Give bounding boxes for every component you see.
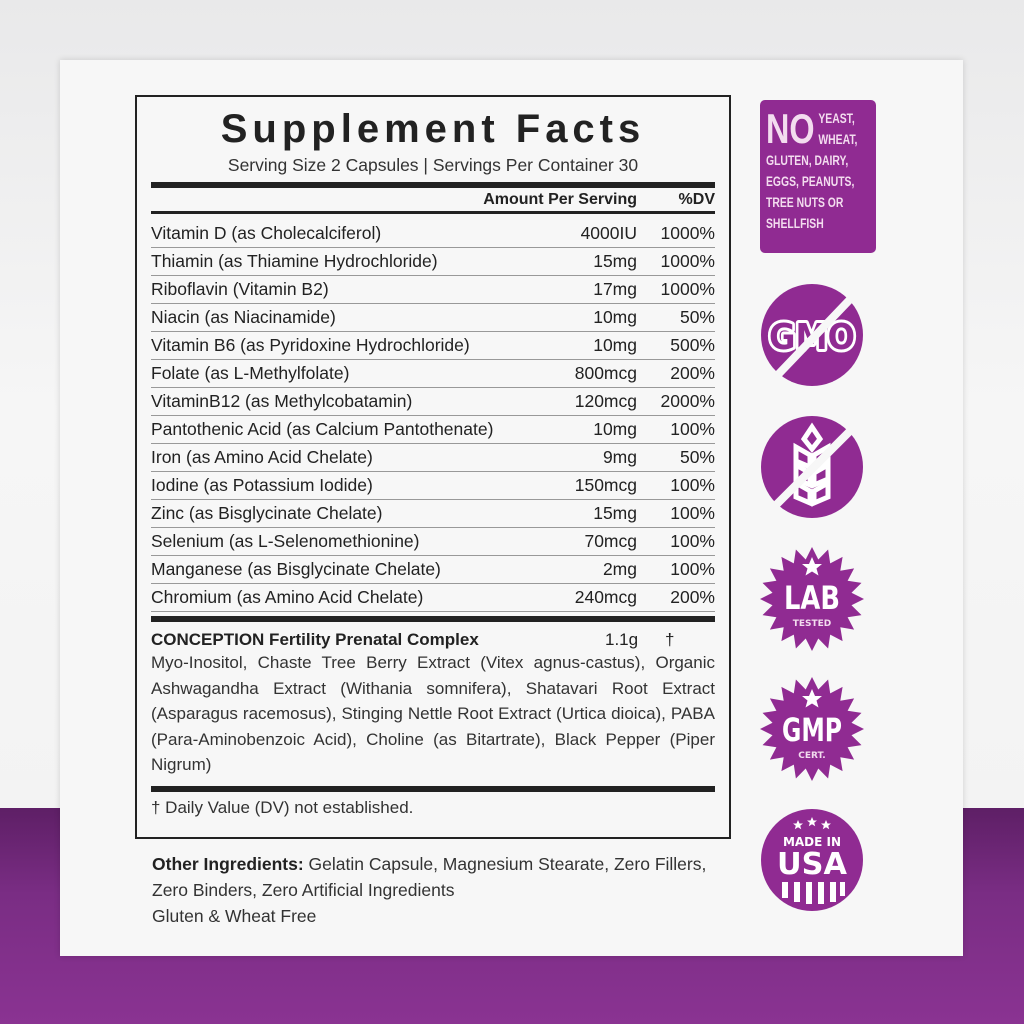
nutrient-dv: 2000% [660,391,716,411]
nutrient-row: Niacin (as Niacinamide) 10mg 50% [151,304,715,332]
nutrient-amount: 9mg [602,447,637,467]
nutrient-row: Iron (as Amino Acid Chelate) 9mg 50% [151,444,715,472]
nutrient-row: Selenium (as L-Selenomethionine) 70mcg 100… [151,528,715,556]
nutrient-dv: 100% [670,419,715,439]
nutrient-amount: 70mcg [584,531,637,551]
lab-sub-text: TESTED [793,619,832,629]
nutrient-dv: 200% [670,363,715,383]
usa-text: USA [777,847,848,882]
nutrient-row: VitaminB12 (as Methylcobatamin) 120mcg 200… [151,388,715,416]
other-text: Gelatin Capsule, Magnesium Stearate, Zer… [152,854,707,900]
divider [151,182,715,188]
nutrient-name: Vitamin D (as Cholecalciferol) [151,223,382,243]
nutrient-row: Manganese (as Bisglycinate Chelate) 2mg 10… [151,556,715,584]
nutrient-rows: Vitamin D (as Cholecalciferol) 4000IU 1000… [151,220,715,612]
nutrient-name: Chromium (as Amino Acid Chelate) [151,587,424,607]
nutrient-dv: 200% [670,587,715,607]
lab-tested-badge: LAB TESTED [760,547,864,651]
nutrient-row: Vitamin B6 (as Pyridoxine Hydrochloride)… [151,332,715,360]
nutrient-dv: 50% [679,307,715,327]
nutrient-dv: 500% [670,335,715,355]
stars-icon [793,817,831,830]
nutrient-dv: 100% [670,559,715,579]
nutrient-amount: 4000IU [580,223,637,243]
no-text: NO [766,105,815,152]
serving-info: Serving Size 2 Capsules | Servings Per C… [227,155,639,175]
nutrient-name: Iodine (as Potassium Iodide) [151,475,373,495]
nutrient-amount: 15mg [593,251,637,271]
panel-title: Supplement Facts [220,107,646,151]
nutrient-row: Chromium (as Amino Acid Chelate) 240mcg 20… [151,584,715,612]
nutrient-name: Zinc (as Bisglycinate Chelate) [151,503,383,523]
nutrient-name: Selenium (as L-Selenomethionine) [151,531,420,551]
nutrient-name: Vitamin B6 (as Pyridoxine Hydrochloride) [151,335,470,355]
supplement-facts-panel: Supplement Facts Serving Size 2 Capsules… [135,95,731,839]
nutrient-row: Thiamin (as Thiamine Hydrochloride) 15mg 1… [151,248,715,276]
other-ingredients: Other Ingredients: Gelatin Capsule, Magn… [152,851,712,929]
gmp-text: GMP [782,711,842,749]
nutrient-dv: 1000% [660,279,716,299]
nutrient-amount: 2mg [602,559,637,579]
nutrient-dv: 100% [670,503,715,523]
made-in-usa-badge: MADE IN USA [761,809,863,911]
nutrient-dv: 100% [670,531,715,551]
complex-name: CONCEPTION Fertility Prenatal Complex [151,630,479,649]
nutrient-dv: 1000% [660,223,716,243]
header-dv: %DV [678,190,715,208]
nutrient-row: Folate (as L-Methylfolate) 800mcg 200% [151,360,715,388]
stripes-icon [782,882,845,904]
nutrient-name: Pantothenic Acid (as Calcium Pantothenat… [151,419,494,439]
header-amount: Amount Per Serving [483,190,637,208]
footnote: † Daily Value (DV) not established. [151,785,715,818]
nutrient-name: Folate (as L-Methylfolate) [151,363,350,383]
nutrient-dv: 100% [670,475,715,495]
column-header: Amount Per Serving %DV [151,188,715,214]
non-gmo-icon: GMO [761,284,863,386]
nutrient-amount: 800mcg [574,363,637,383]
nutrient-amount: 17mg [593,279,637,299]
nutrient-name: Manganese (as Bisglycinate Chelate) [151,559,441,579]
complex-ingredients: Myo-Inositol, Chaste Tree Berry Extract … [151,653,715,774]
complex-dv: † [665,630,675,649]
allergen-free-badge: NO YEAST, WHEAT, GLUTEN, DAIRY, EGGS, PEA… [760,100,876,253]
nutrient-amount: 10mg [593,307,637,327]
nutrient-row: Riboflavin (Vitamin B2) 17mg 1000% [151,276,715,304]
nutrient-row: Iodine (as Potassium Iodide) 150mcg 100% [151,472,715,500]
gmp-sub-text: CERT. [798,751,825,761]
nutrient-row: Zinc (as Bisglycinate Chelate) 15mg 100% [151,500,715,528]
gluten-free-icon [761,416,863,518]
nutrient-row: Pantothenic Acid (as Calcium Pantothenat… [151,416,715,444]
other-label: Other Ingredients: [152,854,304,874]
star-icon [802,557,822,576]
nutrient-dv: 50% [679,447,715,467]
nutrient-name: Riboflavin (Vitamin B2) [151,279,329,299]
nutrient-amount: 240mcg [574,587,637,607]
nutrient-amount: 15mg [593,503,637,523]
nutrient-name: Niacin (as Niacinamide) [151,307,336,327]
allergen-list: YEAST, WHEAT, GLUTEN, DAIRY, EGGS, PEANU… [766,111,858,231]
nutrient-amount: 120mcg [574,391,637,411]
star-icon [802,689,822,708]
nutrient-amount: 10mg [593,419,637,439]
complex-section: CONCEPTION Fertility Prenatal Complex 1.1… [151,616,715,778]
lab-text: LAB [784,579,840,617]
other-line3: Gluten & Wheat Free [152,906,317,926]
gmp-certified-badge: GMP CERT. [760,677,864,781]
nutrient-name: Iron (as Amino Acid Chelate) [151,447,373,467]
nutrient-amount: 10mg [593,335,637,355]
nutrient-row: Vitamin D (as Cholecalciferol) 4000IU 1000… [151,220,715,248]
made-in-text: MADE IN [783,835,841,849]
nutrient-name: VitaminB12 (as Methylcobatamin) [151,391,413,411]
nutrient-dv: 1000% [660,251,716,271]
complex-amount: 1.1g [605,630,639,649]
nutrient-name: Thiamin (as Thiamine Hydrochloride) [151,251,438,271]
nutrient-amount: 150mcg [574,475,637,495]
